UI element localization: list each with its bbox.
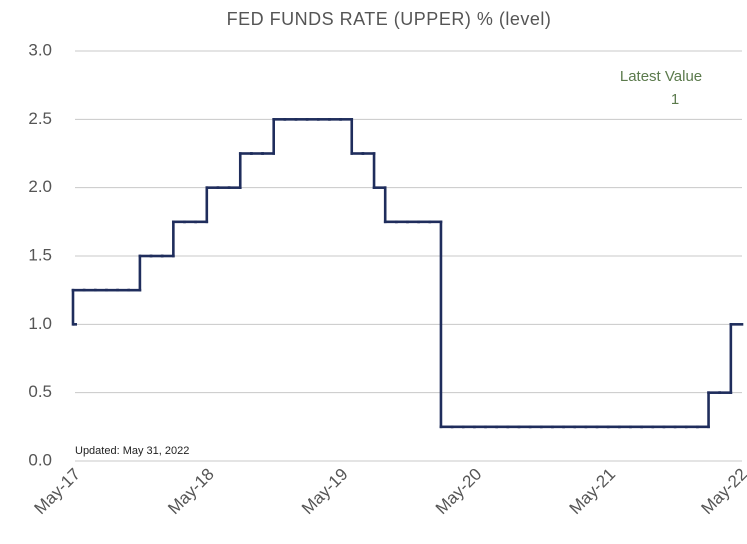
y-tick-label: 2.5 bbox=[28, 109, 52, 128]
y-tick-label: 0.5 bbox=[28, 382, 52, 401]
y-tick-label: 0.0 bbox=[28, 450, 52, 469]
updated-note: Updated: May 31, 2022 bbox=[75, 445, 189, 457]
x-tick-label: May-17 bbox=[30, 465, 84, 519]
y-tick-label: 1.0 bbox=[28, 314, 52, 333]
x-tick-label: May-21 bbox=[566, 465, 620, 519]
x-tick-label: May-20 bbox=[432, 465, 486, 519]
x-tick-label: May-19 bbox=[298, 465, 352, 519]
y-tick-label: 2.0 bbox=[28, 177, 52, 196]
x-tick-label: May-22 bbox=[697, 465, 747, 519]
latest-value: 1 bbox=[671, 91, 679, 108]
latest-value-label: Latest Value bbox=[620, 68, 702, 85]
y-tick-label: 1.5 bbox=[28, 245, 52, 264]
y-tick-label: 3.0 bbox=[28, 40, 52, 59]
chart-title: FED FUNDS RATE (UPPER) % (level) bbox=[227, 9, 552, 29]
line-series bbox=[71, 118, 744, 429]
x-tick-label: May-18 bbox=[164, 465, 218, 519]
